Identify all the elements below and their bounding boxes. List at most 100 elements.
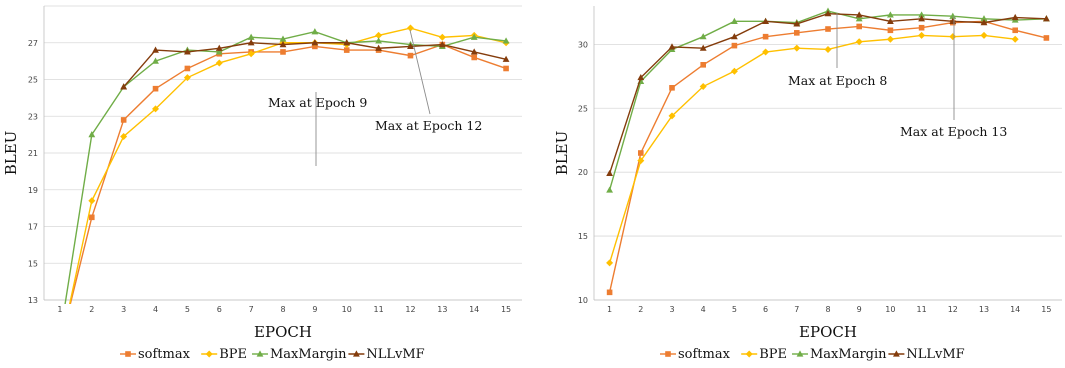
data-point-maxmargin: [215, 48, 223, 55]
x-tick-label: 10: [342, 305, 352, 314]
x-tick-label: 1: [607, 305, 612, 314]
legend-item-maxmargin: MaxMargin: [792, 347, 887, 362]
data-point-softmax: [731, 42, 738, 49]
legend-item-maxmargin: MaxMargin: [252, 347, 347, 362]
legend-item-softmax: softmax: [120, 347, 191, 362]
data-point-maxmargin: [887, 11, 894, 18]
data-point-softmax: [606, 289, 613, 296]
data-point-softmax: [887, 27, 894, 34]
data-point-maxmargin: [470, 33, 478, 40]
legend-item-bpe: BPE: [741, 347, 787, 362]
legend-marker: [665, 351, 671, 357]
y-tick-label: 20: [578, 168, 588, 177]
data-point-nllvmf: [502, 55, 510, 62]
data-point-bpe: [215, 59, 223, 67]
data-point-bpe: [793, 44, 801, 52]
x-tick-label: 8: [280, 305, 285, 314]
data-point-bpe: [247, 50, 255, 58]
legend-item-nllvmf: NLLvMF: [348, 347, 425, 362]
data-point-softmax: [120, 117, 127, 123]
x-tick-label: 10: [885, 305, 895, 314]
data-point-maxmargin: [731, 17, 738, 24]
data-point-bpe: [762, 48, 770, 56]
x-tick-label: 2: [89, 305, 94, 314]
legend-label: BPE: [759, 347, 787, 362]
data-point-softmax: [669, 85, 675, 91]
data-point-nllvmf: [918, 15, 925, 22]
x-tick-label: 1: [57, 305, 62, 314]
legend-item-softmax: softmax: [660, 347, 731, 362]
series-line-softmax: [69, 43, 507, 304]
legend-label: softmax: [678, 347, 731, 362]
y-tick-label: 19: [28, 186, 38, 195]
series-line-bpe: [608, 34, 1016, 264]
data-point-maxmargin: [88, 131, 96, 138]
data-point-bpe: [886, 35, 894, 43]
data-point-maxmargin: [980, 15, 988, 22]
data-point-nllvmf: [949, 17, 957, 24]
legend-marker: [893, 350, 900, 357]
x-tick-label: 6: [217, 305, 222, 314]
y-tick-label: 21: [28, 149, 38, 158]
series-line-softmax: [608, 20, 1047, 293]
x-tick-label: 4: [153, 305, 158, 314]
x-tick-label: 9: [857, 305, 862, 314]
y-tick-label: 15: [578, 232, 588, 241]
x-tick-label: 13: [437, 305, 447, 314]
data-point-softmax: [407, 52, 414, 59]
y-tick-label: 23: [28, 112, 38, 121]
y-tick-label: 27: [28, 39, 38, 48]
data-point-maxmargin: [855, 15, 863, 22]
series-line-nllvmf: [123, 42, 507, 88]
x-tick-label: 9: [312, 305, 317, 314]
series-line-bpe: [68, 27, 507, 304]
data-point-bpe: [120, 132, 128, 140]
y-tick-label: 17: [28, 223, 38, 232]
data-point-nllvmf: [343, 39, 351, 46]
x-tick-label: 11: [917, 305, 927, 314]
legend-marker: [745, 350, 753, 358]
data-point-nllvmf: [184, 48, 191, 55]
data-point-nllvmf: [824, 10, 832, 17]
data-point-softmax: [638, 150, 644, 156]
legend-label: MaxMargin: [270, 347, 347, 362]
y-axis-title: BLEU: [2, 131, 20, 176]
legend-marker: [205, 350, 213, 358]
data-point-nllvmf: [1011, 13, 1019, 21]
data-point-bpe: [918, 31, 926, 39]
y-axis-title: BLEU: [553, 131, 571, 176]
data-point-bpe: [438, 33, 446, 41]
x-tick-label: 14: [1010, 305, 1020, 314]
data-point-softmax: [1012, 27, 1018, 34]
legend-marker: [353, 350, 360, 357]
data-point-maxmargin: [606, 186, 613, 193]
data-point-nllvmf: [1043, 15, 1050, 22]
data-point-maxmargin: [279, 35, 287, 42]
data-point-nllvmf: [855, 11, 863, 18]
annotation-label: Max at Epoch 13: [900, 124, 1007, 139]
data-point-softmax: [825, 26, 831, 32]
legend-item-bpe: BPE: [201, 347, 247, 362]
x-tick-label: 7: [794, 305, 799, 314]
data-point-bpe: [699, 83, 707, 91]
x-tick-label: 15: [1041, 305, 1051, 314]
data-point-nllvmf: [470, 48, 478, 55]
y-tick-label: 13: [28, 296, 38, 305]
x-tick-label: 13: [979, 305, 989, 314]
data-point-maxmargin: [375, 37, 382, 44]
data-point-maxmargin: [311, 28, 319, 35]
data-point-nllvmf: [438, 40, 446, 48]
series-line-maxmargin: [64, 30, 507, 304]
series-nllvmf: [120, 39, 510, 90]
data-point-nllvmf: [152, 46, 159, 53]
x-tick-label: 3: [121, 305, 126, 314]
y-tick-label: 30: [578, 40, 588, 49]
annotation-label: Max at Epoch 9: [268, 95, 367, 110]
data-point-bpe: [1011, 35, 1019, 43]
data-point-nllvmf: [247, 39, 255, 46]
data-point-softmax: [184, 65, 191, 72]
x-tick-label: 6: [763, 305, 768, 314]
legend-label: NLLvMF: [366, 347, 424, 362]
data-point-softmax: [762, 33, 769, 40]
